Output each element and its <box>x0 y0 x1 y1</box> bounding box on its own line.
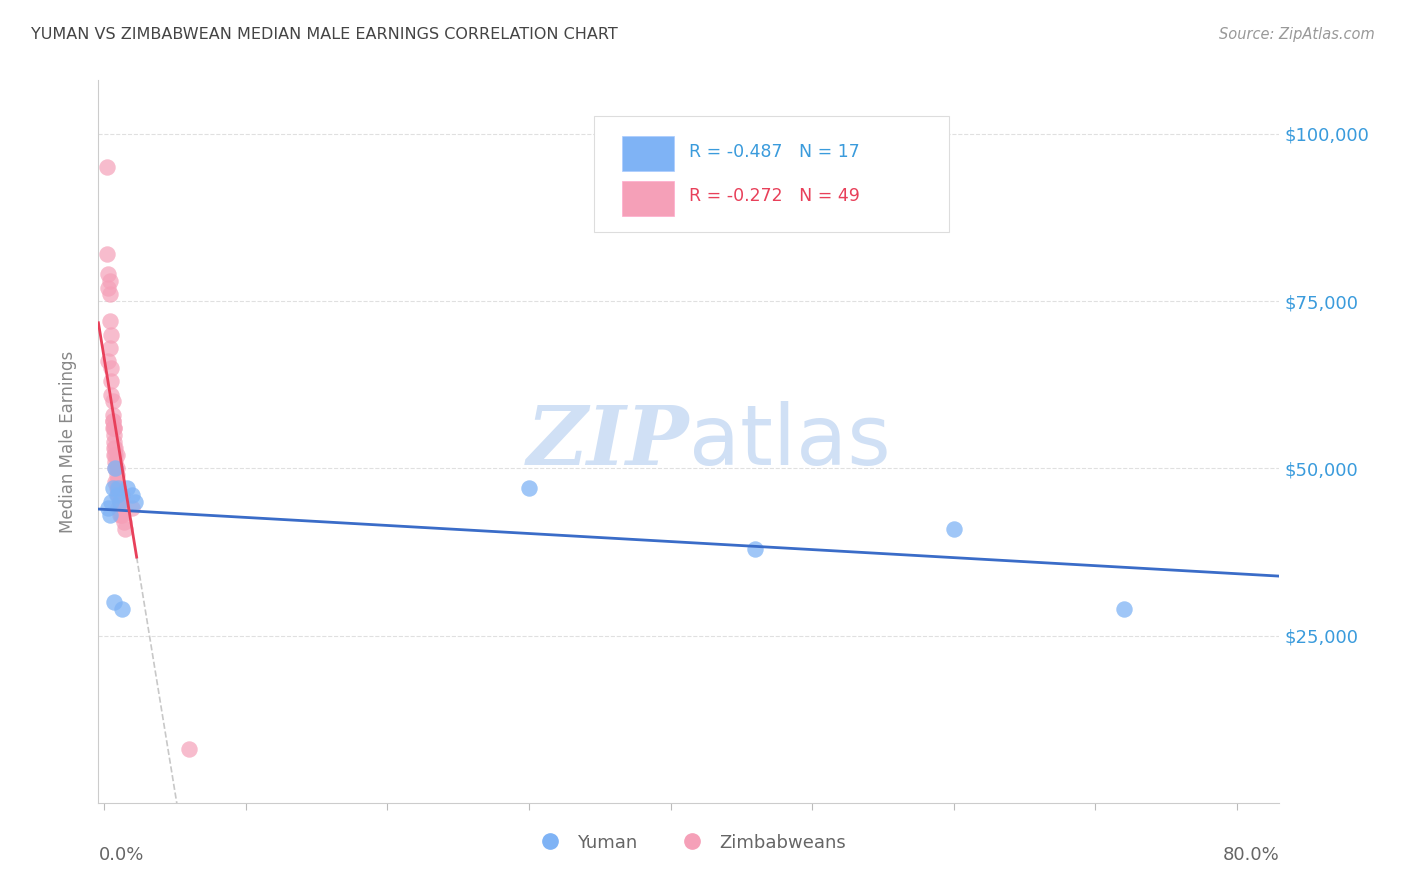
Point <box>105 488 128 502</box>
FancyBboxPatch shape <box>621 180 673 216</box>
Point <box>121 488 143 502</box>
Point <box>97 354 120 368</box>
Text: YUMAN VS ZIMBABWEAN MEDIAN MALE EARNINGS CORRELATION CHART: YUMAN VS ZIMBABWEAN MEDIAN MALE EARNINGS… <box>31 27 617 42</box>
Text: ZIP: ZIP <box>526 401 689 482</box>
Point <box>100 375 122 389</box>
Point <box>110 508 132 523</box>
Point <box>942 521 965 535</box>
Point <box>101 394 124 409</box>
Point <box>107 482 129 496</box>
Point <box>101 414 124 428</box>
Point <box>107 488 129 502</box>
Point <box>105 467 128 482</box>
Point <box>1112 602 1135 616</box>
Point <box>744 541 766 556</box>
Point <box>104 461 127 475</box>
Point <box>105 448 128 462</box>
Point <box>115 482 138 496</box>
Point <box>111 508 134 523</box>
Point <box>107 501 129 516</box>
Point <box>97 268 120 282</box>
FancyBboxPatch shape <box>595 116 949 232</box>
Point <box>97 501 120 516</box>
Point <box>107 488 129 502</box>
Point <box>100 387 122 401</box>
Point <box>96 161 118 175</box>
Point <box>103 421 125 435</box>
Point <box>114 521 136 535</box>
Point <box>101 408 124 422</box>
Point <box>98 314 121 328</box>
Point <box>100 494 122 508</box>
Point <box>108 501 131 516</box>
Point <box>100 361 122 376</box>
Point <box>112 515 135 529</box>
Point <box>104 441 127 455</box>
Point <box>121 501 143 516</box>
Point <box>103 448 125 462</box>
Point <box>103 595 125 609</box>
Point <box>103 421 125 435</box>
Text: Source: ZipAtlas.com: Source: ZipAtlas.com <box>1219 27 1375 42</box>
Point <box>104 461 127 475</box>
Point <box>103 434 125 449</box>
Point <box>108 508 131 523</box>
Point <box>97 281 120 295</box>
Point <box>108 494 131 508</box>
Legend: Yuman, Zimbabweans: Yuman, Zimbabweans <box>524 826 853 859</box>
Point <box>101 414 124 428</box>
Text: R = -0.272   N = 49: R = -0.272 N = 49 <box>689 187 860 205</box>
Point <box>124 494 146 508</box>
Point <box>107 482 129 496</box>
Y-axis label: Median Male Earnings: Median Male Earnings <box>59 351 77 533</box>
Point <box>98 274 121 288</box>
Point <box>98 341 121 355</box>
Text: 80.0%: 80.0% <box>1223 847 1279 864</box>
Point <box>100 327 122 342</box>
Point <box>104 454 127 469</box>
Point <box>96 247 118 261</box>
Point <box>98 287 121 301</box>
Text: R = -0.487   N = 17: R = -0.487 N = 17 <box>689 143 859 161</box>
Point <box>108 494 131 508</box>
Point <box>104 475 127 489</box>
Point <box>111 488 134 502</box>
Point <box>101 482 124 496</box>
FancyBboxPatch shape <box>621 136 673 171</box>
Point <box>105 461 128 475</box>
Point <box>101 421 124 435</box>
Point <box>98 508 121 523</box>
Point <box>105 475 128 489</box>
Point <box>517 482 540 496</box>
Text: 0.0%: 0.0% <box>98 847 143 864</box>
Point <box>111 501 134 516</box>
Point <box>104 448 127 462</box>
Point <box>103 441 125 455</box>
Point <box>111 602 134 616</box>
Point <box>103 427 125 442</box>
Text: atlas: atlas <box>689 401 890 482</box>
Point <box>105 482 128 496</box>
Point <box>177 742 200 756</box>
